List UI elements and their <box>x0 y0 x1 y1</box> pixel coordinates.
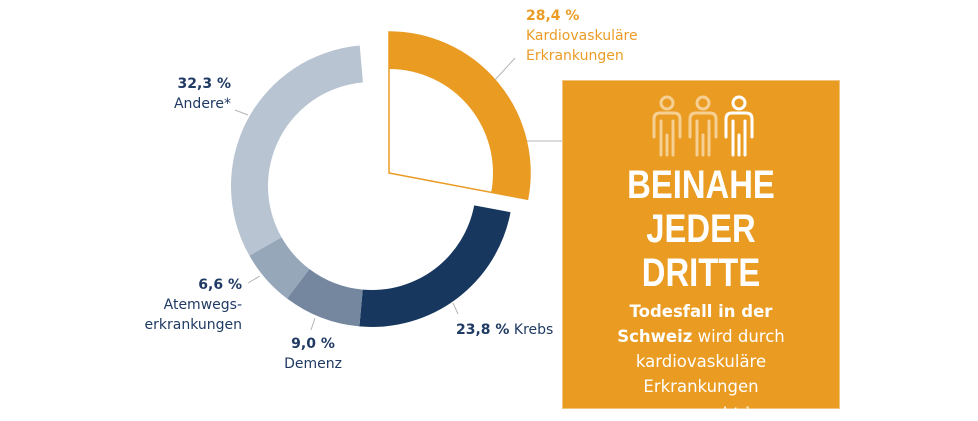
leader-line-krebs <box>452 302 459 315</box>
slice-atemwegserkrankungen <box>249 237 310 299</box>
person-icon-highlighted <box>724 95 754 157</box>
label-atemwegs: 6,6 % Atemwegs- erkrankungen <box>140 275 242 335</box>
leader-line-atemwegs <box>247 275 261 284</box>
callout-text-line: wird durch <box>692 327 785 346</box>
label-kardio: 28,4 % Kardiovaskuläre Erkrankungen <box>526 6 638 66</box>
person-icon <box>688 95 718 157</box>
callout-text: Todesfall in der Schweiz wird durch kard… <box>563 299 839 421</box>
person-icon <box>652 95 682 157</box>
slice-outline <box>388 31 531 201</box>
label-demenz: 9,0 % Demenz <box>282 334 344 374</box>
three-people-icon <box>652 95 754 157</box>
footnote-marker: 1 <box>745 406 751 416</box>
leader-line-demenz <box>310 317 316 331</box>
category-label: Kardiovaskuläre <box>526 28 638 44</box>
value-label: 23,8 % <box>456 322 510 338</box>
value-label: 28,4 % <box>526 8 580 24</box>
slice-andere <box>231 45 363 256</box>
label-krebs: 23,8 % Krebs <box>456 320 553 340</box>
label-andere: 32,3 % Andere* <box>140 74 231 114</box>
category-label: Erkrankungen <box>526 48 624 64</box>
category-label: Demenz <box>284 356 342 372</box>
callout-text-line: kardiovaskuläre <box>635 352 767 371</box>
value-label: 9,0 % <box>291 336 335 352</box>
callout-text-line: verursacht. <box>651 404 746 421</box>
value-label: 32,3 % <box>177 76 231 92</box>
headline-line: JEDER DRITTE <box>641 207 761 295</box>
value-label: 6,6 % <box>198 277 242 293</box>
slice-krebs <box>359 205 511 327</box>
callout-text-bold: Schweiz <box>617 327 693 346</box>
callout-text-bold: Todesfall in der <box>629 302 773 321</box>
slice-demenz <box>287 269 363 327</box>
headline-line: BEINAHE <box>627 163 775 207</box>
category-label: erkrankungen <box>144 317 242 333</box>
leader-line-andere <box>234 109 249 116</box>
category-label: Atemwegs- <box>163 297 242 313</box>
callout-headline: BEINAHE JEDER DRITTE <box>588 163 814 295</box>
slice-kardiovaskuläre-erkrankungen <box>389 32 530 200</box>
category-label: Andere* <box>173 96 231 112</box>
callout-box: BEINAHE JEDER DRITTE Todesfall in der Sc… <box>562 80 840 421</box>
category-label: Krebs <box>513 322 554 338</box>
leader-line-kardio <box>494 57 516 81</box>
callout-text-line: Erkrankungen <box>643 377 759 396</box>
